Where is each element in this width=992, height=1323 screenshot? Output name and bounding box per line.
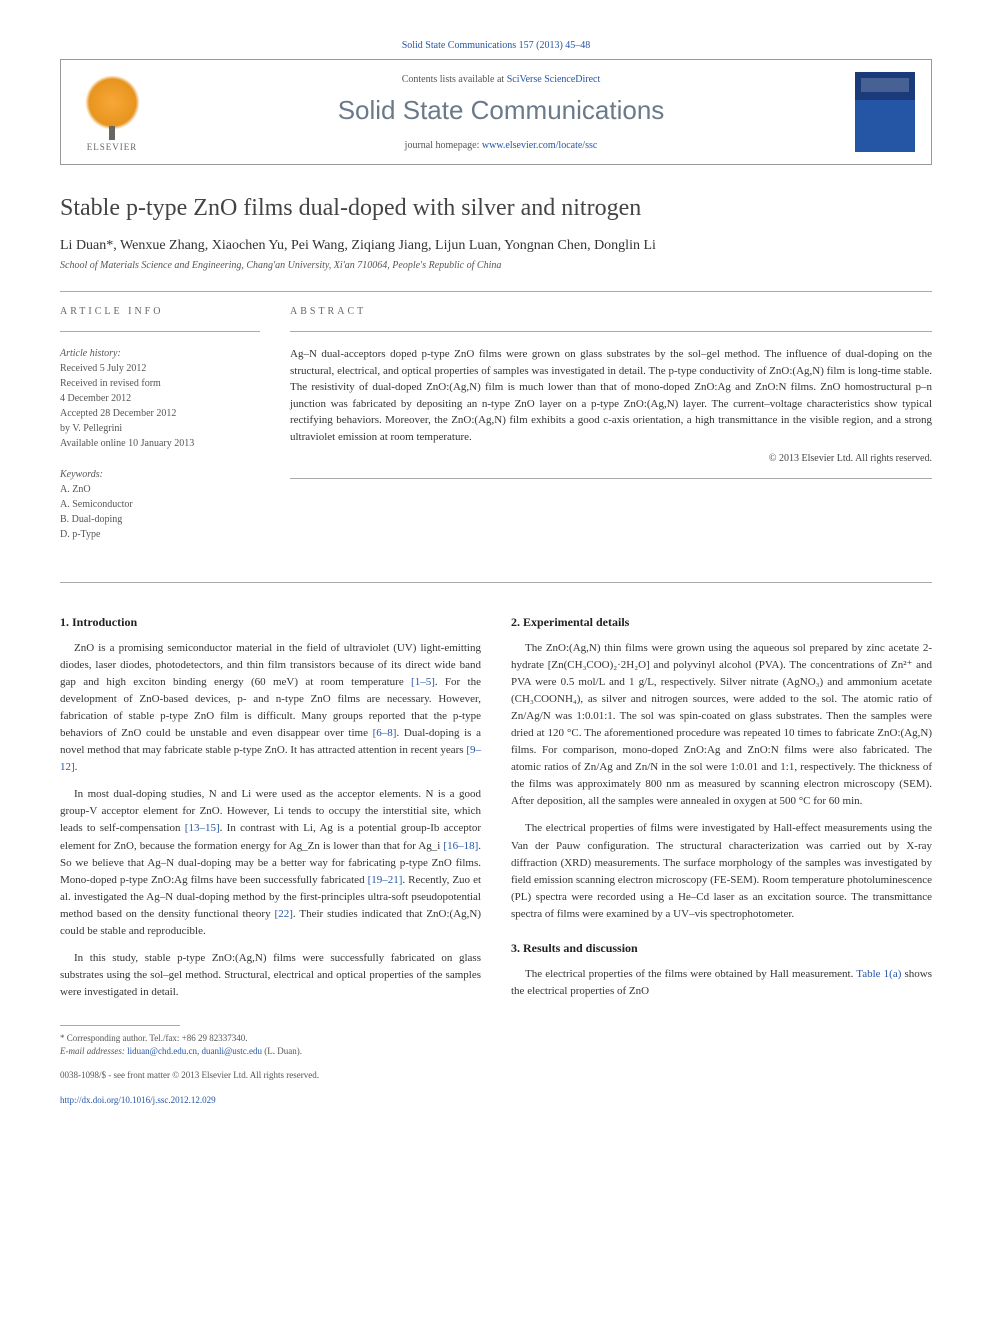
divider bbox=[290, 478, 932, 479]
email-who: (L. Duan). bbox=[262, 1046, 302, 1056]
left-column: 1. Introduction ZnO is a promising semic… bbox=[60, 597, 481, 1106]
divider bbox=[60, 582, 932, 583]
keywords-label: Keywords: bbox=[60, 467, 260, 482]
doi-value: 10.1016/j.ssc.2012.12.029 bbox=[121, 1095, 216, 1105]
abstract-copyright: © 2013 Elsevier Ltd. All rights reserved… bbox=[290, 453, 932, 464]
divider bbox=[60, 291, 932, 292]
text-run: . bbox=[75, 761, 78, 773]
abstract-text: Ag–N dual-acceptors doped p-type ZnO fil… bbox=[290, 346, 932, 445]
divider bbox=[290, 331, 932, 332]
body-paragraph: In this study, stable p-type ZnO:(Ag,N) … bbox=[60, 950, 481, 1001]
right-column: 2. Experimental details The ZnO:(Ag,N) t… bbox=[511, 597, 932, 1106]
table-ref-link[interactable]: Table 1(a) bbox=[856, 968, 901, 980]
keyword: D. p-Type bbox=[60, 527, 260, 542]
footnote-separator bbox=[60, 1025, 180, 1026]
email-footnote: E-mail addresses: liduan@chd.edu.cn, dua… bbox=[60, 1045, 481, 1058]
doi-line: http://dx.doi.org/10.1016/j.ssc.2012.12.… bbox=[60, 1094, 481, 1107]
body-paragraph: ZnO is a promising semiconductor materia… bbox=[60, 640, 481, 776]
abstract-column: ABSTRACT Ag–N dual-acceptors doped p-typ… bbox=[290, 306, 932, 558]
email-link[interactable]: liduan@chd.edu.cn bbox=[127, 1046, 197, 1056]
journal-cover-thumbnail bbox=[855, 72, 915, 152]
article-history-block: Article history: Received 5 July 2012 Re… bbox=[60, 346, 260, 451]
info-abstract-row: ARTICLE INFO Article history: Received 5… bbox=[60, 306, 932, 558]
journal-name: Solid State Communications bbox=[163, 95, 839, 126]
keyword: A. ZnO bbox=[60, 482, 260, 497]
history-line: Accepted 28 December 2012 bbox=[60, 406, 260, 421]
article-title: Stable p-type ZnO films dual-doped with … bbox=[60, 195, 932, 222]
history-line: Available online 10 January 2013 bbox=[60, 436, 260, 451]
body-paragraph: The ZnO:(Ag,N) thin films were grown usi… bbox=[511, 640, 932, 810]
doi-prefix: http://dx.doi.org/ bbox=[60, 1095, 121, 1105]
history-line: by V. Pellegrini bbox=[60, 421, 260, 436]
body-paragraph: The electrical properties of the films w… bbox=[511, 966, 932, 1000]
corresponding-author-footnote: * Corresponding author. Tel./fax: +86 29… bbox=[60, 1032, 481, 1045]
doi-link[interactable]: http://dx.doi.org/10.1016/j.ssc.2012.12.… bbox=[60, 1095, 216, 1105]
article-info-column: ARTICLE INFO Article history: Received 5… bbox=[60, 306, 260, 558]
body-paragraph: In most dual-doping studies, N and Li we… bbox=[60, 786, 481, 939]
homepage-prefix: journal homepage: bbox=[405, 140, 482, 151]
elsevier-logo: ELSEVIER bbox=[77, 72, 147, 152]
email-label: E-mail addresses: bbox=[60, 1046, 127, 1056]
article-info-heading: ARTICLE INFO bbox=[60, 306, 260, 317]
keywords-block: Keywords: A. ZnO A. Semiconductor B. Dua… bbox=[60, 467, 260, 542]
journal-ref-link[interactable]: Solid State Communications 157 (2013) 45… bbox=[402, 40, 591, 51]
body-paragraph: The electrical properties of films were … bbox=[511, 820, 932, 922]
keyword: B. Dual-doping bbox=[60, 512, 260, 527]
journal-header: ELSEVIER Contents lists available at Sci… bbox=[60, 59, 932, 165]
publisher-name: ELSEVIER bbox=[87, 142, 138, 152]
journal-reference: Solid State Communications 157 (2013) 45… bbox=[60, 40, 932, 51]
history-line: Received in revised form bbox=[60, 376, 260, 391]
email-link[interactable]: duanli@ustc.edu bbox=[201, 1046, 262, 1056]
body-columns: 1. Introduction ZnO is a promising semic… bbox=[60, 597, 932, 1106]
citation-link[interactable]: [1–5] bbox=[411, 676, 435, 688]
authors-line: Li Duan*, Wenxue Zhang, Xiaochen Yu, Pei… bbox=[60, 238, 932, 254]
issn-line: 0038-1098/$ - see front matter © 2013 El… bbox=[60, 1069, 481, 1082]
citation-link[interactable]: [13–15] bbox=[185, 822, 220, 834]
history-label: Article history: bbox=[60, 346, 260, 361]
contents-list-line: Contents lists available at SciVerse Sci… bbox=[163, 74, 839, 85]
header-center: Contents lists available at SciVerse Sci… bbox=[163, 74, 839, 151]
keyword: A. Semiconductor bbox=[60, 497, 260, 512]
citation-link[interactable]: [16–18] bbox=[443, 840, 478, 852]
history-line: 4 December 2012 bbox=[60, 391, 260, 406]
section-heading: 2. Experimental details bbox=[511, 615, 932, 630]
scidirect-link[interactable]: SciVerse ScienceDirect bbox=[507, 74, 601, 85]
citation-link[interactable]: [22] bbox=[275, 908, 293, 920]
homepage-link[interactable]: www.elsevier.com/locate/ssc bbox=[482, 140, 597, 151]
contents-prefix: Contents lists available at bbox=[402, 74, 507, 85]
text-run: The electrical properties of the films w… bbox=[525, 968, 856, 980]
citation-link[interactable]: [6–8] bbox=[373, 727, 397, 739]
abstract-heading: ABSTRACT bbox=[290, 306, 932, 317]
section-heading: 1. Introduction bbox=[60, 615, 481, 630]
elsevier-tree-icon bbox=[85, 75, 140, 130]
citation-link[interactable]: [19–21] bbox=[368, 874, 403, 886]
affiliation: School of Materials Science and Engineer… bbox=[60, 260, 932, 271]
homepage-line: journal homepage: www.elsevier.com/locat… bbox=[163, 140, 839, 151]
history-line: Received 5 July 2012 bbox=[60, 361, 260, 376]
section-heading: 3. Results and discussion bbox=[511, 941, 932, 956]
divider bbox=[60, 331, 260, 332]
